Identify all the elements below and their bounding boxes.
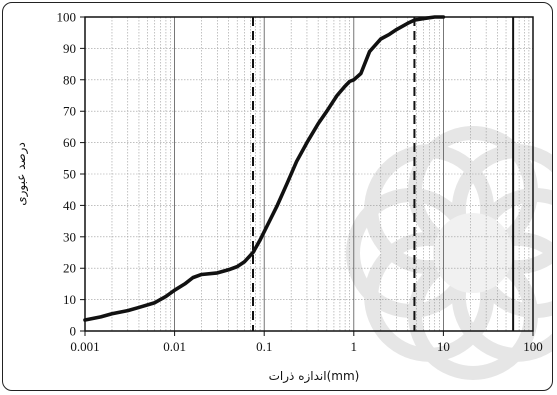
y-tick-label: 40 (63, 198, 76, 213)
y-axis-ticks: 0 10 20 30 40 50 60 70 80 90 100 (57, 10, 85, 339)
y-tick-label: 30 (63, 229, 76, 244)
x-axis-title: اندازه ذرات(mm) (269, 369, 360, 384)
watermark-center (433, 213, 513, 293)
major-grid (174, 17, 444, 331)
y-tick-label: 100 (57, 10, 77, 25)
y-tick-label: 70 (63, 104, 76, 119)
y-tick-label: 0 (70, 324, 77, 339)
watermark-petal (451, 144, 552, 275)
x-tick-label: 100 (523, 339, 543, 354)
x-tick-label: 0.1 (256, 339, 272, 354)
series-group (83, 15, 446, 322)
x-tick-label: 0.01 (163, 339, 186, 354)
grain-size-chart: 0.001 0.01 0.1 1 10 100 0 10 20 30 40 50 60 70 80 90 10… (14, 10, 552, 384)
x-axis-ticks: 0.001 0.01 0.1 1 10 100 (70, 331, 543, 354)
y-axis-title: درصد عبوری (14, 142, 29, 206)
x-tick-label: 1 (351, 339, 358, 354)
y-tick-label: 90 (63, 41, 76, 56)
y-tick-label: 20 (63, 261, 76, 276)
x-tick-label: 0.001 (70, 339, 99, 354)
x-tick-label: 10 (437, 339, 450, 354)
minor-grid (85, 17, 533, 331)
y-tick-label: 50 (63, 167, 76, 182)
chart-frame: 0.001 0.01 0.1 1 10 100 0 10 20 30 40 50 60 70 80 90 10… (2, 2, 553, 391)
series-line (83, 15, 446, 322)
y-tick-label: 80 (63, 72, 76, 87)
reference-lines (252, 17, 515, 331)
y-tick-label: 10 (63, 292, 76, 307)
y-tick-label: 60 (63, 135, 76, 150)
watermark-logo (346, 126, 552, 380)
